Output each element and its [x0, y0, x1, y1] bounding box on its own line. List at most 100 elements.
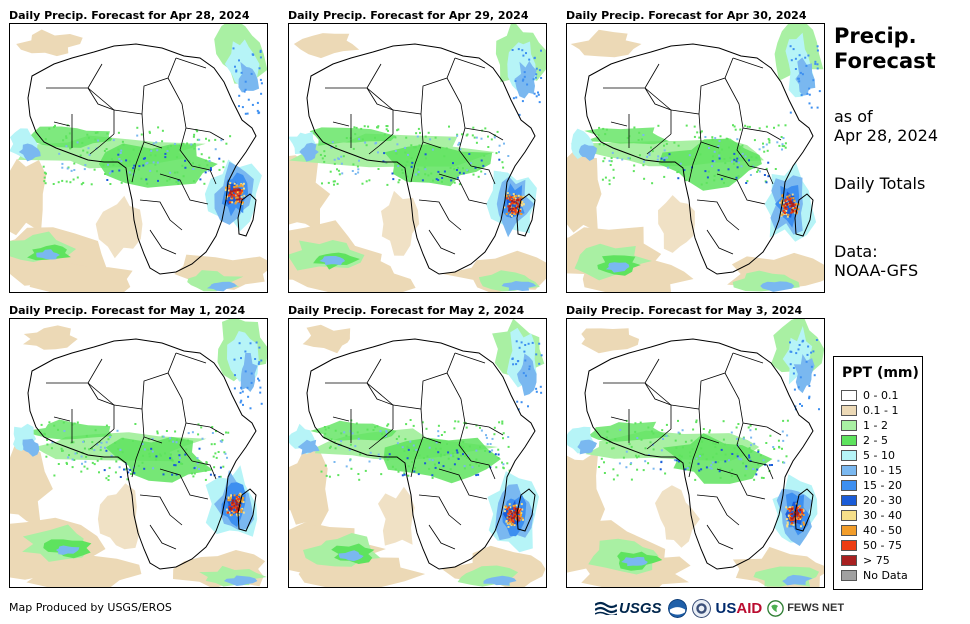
precip-cell [222, 465, 225, 468]
precip-area [22, 438, 40, 457]
precip-cell [497, 457, 500, 459]
precip-cell [752, 468, 755, 470]
precip-cell [236, 513, 238, 516]
precip-cell [164, 452, 166, 455]
precip-cell [784, 206, 787, 209]
precip-cell [508, 503, 511, 506]
precip-cell [236, 196, 239, 199]
precip-area [29, 261, 133, 292]
precip-cell [456, 166, 459, 169]
country-border [766, 131, 782, 141]
precip-cell [170, 144, 172, 147]
precip-cell [514, 211, 517, 214]
precip-cell [748, 447, 751, 450]
precip-cell [509, 199, 512, 201]
precip-cell [781, 213, 784, 216]
precip-cell [523, 75, 526, 78]
precip-cell [99, 449, 102, 452]
precip-cell [466, 169, 469, 172]
precip-cell [756, 170, 759, 173]
precip-cell [443, 170, 446, 173]
precip-cell [130, 472, 132, 475]
precip-cell [665, 142, 668, 145]
fews-net-globe-icon [767, 599, 785, 617]
precip-cell [236, 509, 239, 512]
precip-cell [193, 472, 196, 475]
precip-cell [361, 182, 364, 185]
precip-cell [386, 424, 389, 427]
precip-cell [720, 178, 723, 181]
precip-cell [48, 127, 51, 130]
precip-cell [723, 176, 726, 179]
precip-cell [70, 441, 73, 444]
precip-cell [508, 205, 511, 208]
precip-cell [121, 140, 124, 143]
precip-cell [340, 432, 343, 435]
precip-cell [808, 395, 811, 398]
precip-cell [236, 498, 239, 501]
precip-cell [734, 128, 737, 131]
precip-cell [753, 478, 756, 481]
precip-cell [177, 179, 180, 182]
precip-cell [709, 429, 711, 432]
precip-cell [427, 174, 430, 177]
precip-cell [510, 196, 513, 199]
precip-cell [379, 430, 382, 433]
precip-cell [232, 189, 235, 192]
precip-cell [213, 443, 216, 446]
precip-cell [683, 169, 686, 172]
precip-cell [520, 341, 523, 344]
precip-cell [220, 139, 223, 142]
precip-cell [728, 459, 730, 462]
precip-cell [614, 438, 617, 441]
precip-cell [692, 428, 695, 431]
precip-cell [667, 166, 670, 169]
precip-cell [100, 457, 103, 460]
precip-cell [510, 215, 513, 217]
precip-cell [509, 196, 512, 199]
forecast-panel-3: Daily Precip. Forecast for Apr 30, 2024 [566, 9, 825, 301]
precip-cell [169, 437, 172, 440]
continent-outline [306, 338, 536, 570]
precip-cell [343, 431, 346, 434]
precip-cell [222, 160, 225, 163]
country-border [732, 57, 764, 69]
precip-cell [651, 150, 654, 153]
precip-cell [791, 202, 793, 205]
precip-cell [502, 437, 504, 440]
country-border [87, 63, 103, 89]
precip-cell [491, 449, 494, 452]
precip-cell [517, 519, 520, 522]
precip-cell [240, 500, 243, 503]
precip-cell [512, 196, 515, 199]
precip-cell [385, 128, 388, 131]
precip-cell [490, 138, 493, 141]
precip-cell [234, 202, 237, 205]
precip-cell [103, 469, 106, 472]
precip-cell [110, 170, 113, 173]
precip-cell [230, 193, 233, 196]
precip-cell [234, 189, 237, 192]
precip-cell [357, 473, 360, 475]
precip-cell [511, 49, 514, 51]
precip-cell [80, 455, 83, 458]
precip-cell [180, 462, 182, 465]
precip-cell [510, 510, 513, 513]
precip-cell [611, 447, 613, 450]
precip-cell [531, 341, 534, 344]
precip-cell [376, 425, 379, 428]
precip-area [16, 29, 83, 57]
precip-cell [356, 431, 359, 434]
precip-cell [407, 465, 410, 468]
precip-cell [146, 161, 149, 164]
precip-cell [206, 164, 209, 167]
precip-cell [663, 144, 665, 147]
precip-cell [787, 198, 790, 201]
precip-cell [395, 438, 398, 440]
precip-cell [528, 58, 531, 61]
precip-cell [769, 434, 772, 437]
precip-cell [488, 450, 491, 453]
precip-cell [501, 420, 504, 423]
precip-cell [512, 516, 515, 519]
precip-cell [120, 149, 123, 152]
